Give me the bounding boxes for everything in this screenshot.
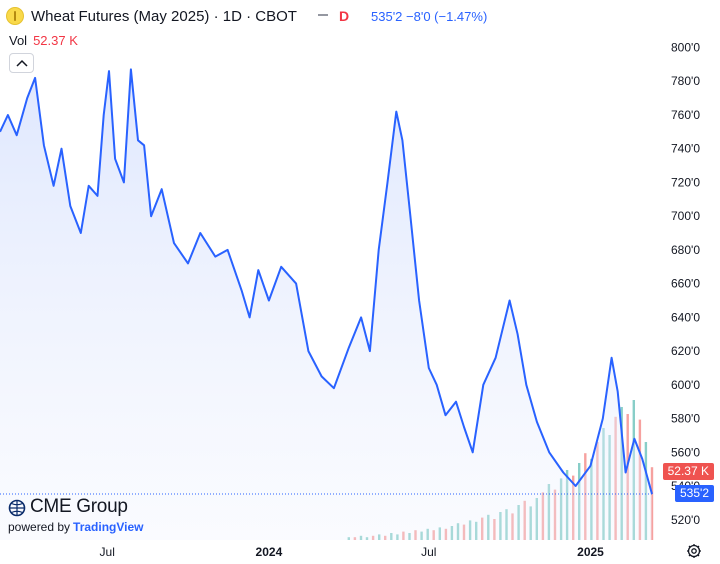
minus-icon (318, 14, 328, 16)
volume-legend: Vol 52.37 K (9, 33, 78, 48)
y-tick-label: 780'0 (671, 74, 700, 88)
gear-icon[interactable] (686, 543, 702, 559)
last-price-badge: 535'2 (675, 485, 714, 502)
price-area (0, 69, 652, 541)
time-axis[interactable]: Jul 2024 Jul 2025 (100, 545, 605, 559)
delayed-flag[interactable]: D (339, 8, 350, 24)
price-axis[interactable]: 520'0540'0560'0580'0600'0620'0640'0660'0… (671, 41, 700, 527)
legend-header: Wheat Futures (May 2025) · 1D · CBOT D 5… (0, 0, 670, 34)
x-tick-label: Jul (421, 545, 436, 559)
y-tick-label: 600'0 (671, 378, 700, 392)
volume-badge: 52.37 K (662, 463, 714, 480)
y-tick-label: 560'0 (671, 445, 700, 459)
y-tick-label: 640'0 (671, 310, 700, 324)
collapse-legend-button[interactable] (9, 53, 34, 73)
x-tick-label: 2024 (256, 545, 283, 559)
y-tick-label: 620'0 (671, 344, 700, 358)
price-line (0, 68, 653, 495)
tradingview-link[interactable]: TradingView (73, 520, 144, 534)
x-tick-label: Jul (100, 545, 115, 559)
y-tick-label: 720'0 (671, 175, 700, 189)
y-tick-label: 660'0 (671, 277, 700, 291)
powered-by[interactable]: powered by TradingView (8, 520, 144, 534)
y-tick-label: 800'0 (671, 41, 700, 55)
chevron-up-icon (16, 59, 28, 67)
y-tick-label: 680'0 (671, 243, 700, 257)
cme-logo-text: CME Group (30, 496, 128, 517)
powered-by-label: powered by (8, 520, 71, 534)
price-change: 535'2 −8'0 (−1.47%) (371, 9, 488, 24)
wheat-symbol-icon (6, 7, 24, 25)
y-tick-label: 520'0 (671, 513, 700, 527)
volume-label: Vol (9, 33, 28, 48)
volume-value: 52.37 K (33, 33, 78, 48)
cme-globe-icon (8, 499, 26, 517)
y-tick-label: 760'0 (671, 108, 700, 122)
x-tick-label: 2025 (577, 545, 604, 559)
y-tick-label: 740'0 (671, 142, 700, 156)
y-tick-label: 700'0 (671, 209, 700, 223)
y-tick-label: 580'0 (671, 412, 700, 426)
symbol-title[interactable]: Wheat Futures (May 2025) · 1D · CBOT (31, 8, 297, 25)
